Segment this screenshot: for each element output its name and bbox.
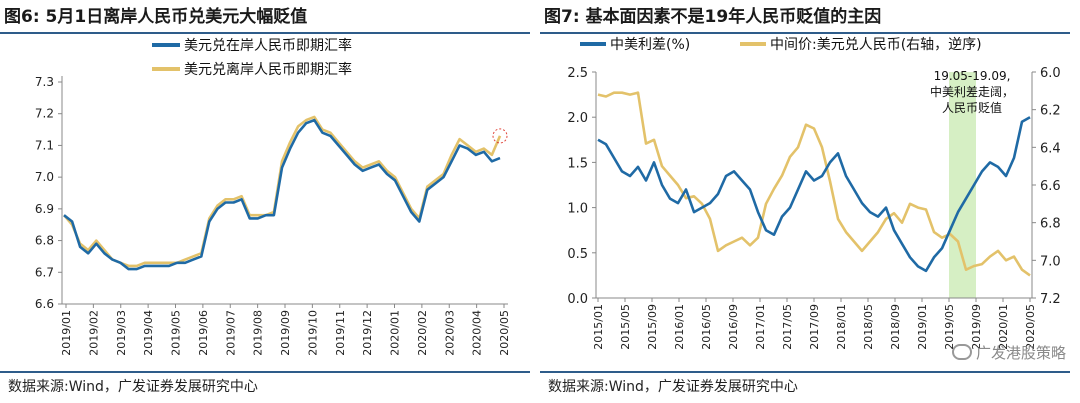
x-tick-label: 2019/04 <box>142 310 155 356</box>
right-y-tick-label: 6.6 <box>1040 179 1061 194</box>
x-tick-label: 2019/09 <box>279 310 292 356</box>
series-line-1 <box>63 115 502 268</box>
left-y-tick-label: 2.0 <box>567 111 588 126</box>
x-tick-label: 2019/08 <box>252 310 265 356</box>
left-y-tick-label: 0.0 <box>567 292 588 307</box>
y-tick-label: 7.3 <box>35 75 54 89</box>
figure-6-chart: 6.6 6.7 6.8 6.9 7.0 7.1 7.2 7.3 2019/01 2019/02 20… <box>35 37 511 356</box>
series-line-0 <box>597 116 1031 273</box>
annotation-text: 人民币贬值 <box>942 100 1002 115</box>
y-tick-label: 6.6 <box>35 297 54 311</box>
x-tick-label: 2020/01 <box>997 304 1010 350</box>
left-y-tick-label: 1.5 <box>567 156 588 171</box>
x-tick-label: 2019/09 <box>970 304 983 350</box>
y-tick-label: 7.2 <box>35 107 54 121</box>
series-line-1 <box>597 91 1031 277</box>
x-tick-label: 2017/05 <box>781 304 794 350</box>
y-tick-label: 6.9 <box>35 202 54 216</box>
legend-label: 美元兑离岸人民币即期汇率 <box>184 61 352 78</box>
x-tick-label: 2019/10 <box>306 310 319 356</box>
legend-label: 中间价:美元兑人民币(右轴，逆序) <box>770 37 982 53</box>
x-tick-label: 2019/07 <box>224 310 237 356</box>
x-tick-label: 2020/05 <box>498 310 511 356</box>
figure-7-title: 图7: 基本面因素不是19年人民币贬值的主因 <box>544 7 882 27</box>
left-y-tick-label: 2.5 <box>567 66 588 81</box>
x-tick-label: 2015/09 <box>646 304 659 350</box>
figure-7-panel: 图7: 基本面因素不是19年人民币贬值的主因 0.0 0.5 1.0 1.5 2.0 2.… <box>540 0 1080 403</box>
legend-label: 美元兑在岸人民币即期汇率 <box>184 37 352 54</box>
watermark: 广发港股策略 <box>951 342 1066 363</box>
x-tick-label: 2016/01 <box>673 304 686 350</box>
x-tick-label: 2015/05 <box>619 304 632 350</box>
x-tick-label: 2016/05 <box>700 304 713 350</box>
x-tick-label: 2019/03 <box>115 310 128 356</box>
x-tick-label: 2018/01 <box>835 304 848 350</box>
x-tick-label: 2019/06 <box>197 310 210 356</box>
x-tick-label: 2019/01 <box>916 304 929 350</box>
y-tick-label: 6.8 <box>35 234 54 248</box>
title-rule <box>0 32 530 34</box>
y-tick-label: 6.7 <box>35 265 54 279</box>
source-rule <box>540 371 1070 373</box>
x-tick-label: 2019/01 <box>60 310 73 356</box>
x-tick-label: 2019/02 <box>87 310 100 356</box>
x-tick-label: 2020/04 <box>471 310 484 356</box>
x-tick-label: 2019/05 <box>170 310 183 356</box>
y-tick-label: 7.0 <box>35 170 54 184</box>
right-y-tick-label: 6.0 <box>1040 66 1061 81</box>
x-tick-label: 2019/11 <box>334 310 347 356</box>
right-y-tick-label: 7.0 <box>1040 254 1061 269</box>
source-rule <box>0 371 530 373</box>
figure-6-title: 图6: 5月1日离岸人民币兑美元大幅贬值 <box>4 7 308 27</box>
x-tick-label: 2020/02 <box>416 310 429 356</box>
figure-7-source: 数据来源:Wind，广发证券发展研究中心 <box>548 379 798 395</box>
right-y-tick-label: 6.4 <box>1040 141 1061 156</box>
x-tick-label: 2019/12 <box>361 310 374 356</box>
x-tick-label: 2020/01 <box>389 310 402 356</box>
x-tick-label: 2019/05 <box>943 304 956 350</box>
figure-6-source: 数据来源:Wind，广发证券发展研究中心 <box>8 379 258 395</box>
series-line-0 <box>63 118 501 271</box>
x-tick-label: 2018/05 <box>862 304 875 350</box>
x-tick-label: 2020/05 <box>1024 304 1037 350</box>
title-rule <box>540 32 1070 34</box>
x-tick-label: 2016/09 <box>727 304 740 350</box>
legend-label: 中美利差(%) <box>610 37 690 53</box>
right-y-tick-label: 6.2 <box>1040 104 1061 119</box>
right-y-tick-label: 6.8 <box>1040 217 1061 232</box>
watermark-text: 广发港股策略 <box>975 344 1066 362</box>
annotation-text: 中美利差走阔， <box>930 84 1014 99</box>
figure-6-panel: 图6: 5月1日离岸人民币兑美元大幅贬值 6.6 6.7 6.8 6.9 7.0 7.1 7… <box>0 7 530 395</box>
x-tick-label: 2017/09 <box>808 304 821 350</box>
annotation-text: 19.05-19.09, <box>934 69 1011 83</box>
left-y-tick-label: 0.5 <box>567 247 588 262</box>
y-tick-label: 7.1 <box>35 138 54 152</box>
x-tick-label: 2020/03 <box>443 310 456 356</box>
x-tick-label: 2018/09 <box>889 304 902 350</box>
right-y-tick-label: 7.2 <box>1040 292 1061 307</box>
x-tick-label: 2017/01 <box>754 304 767 350</box>
wechat-icon <box>951 344 972 360</box>
x-tick-label: 2015/01 <box>592 304 605 350</box>
figure-7-chart: 0.00.51.01.52.02.5 6.06.26.46.66.87.07.22… <box>567 37 1061 350</box>
left-y-tick-label: 1.0 <box>567 202 588 217</box>
